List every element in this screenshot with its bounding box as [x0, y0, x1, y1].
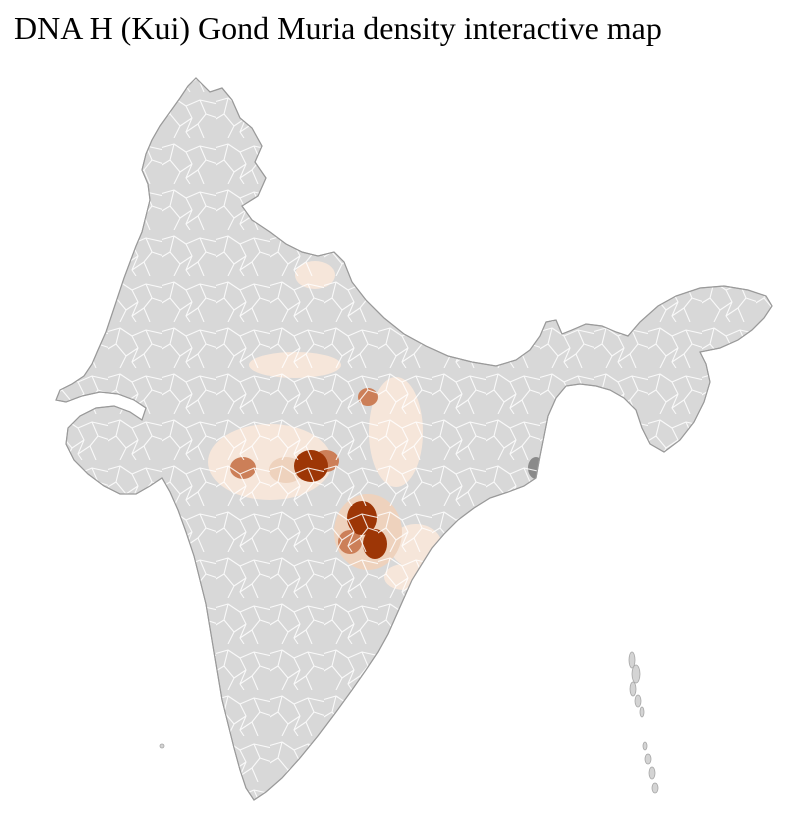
district-region-west-edge-no-data[interactable] [38, 419, 56, 431]
district-region-north-cg-medium[interactable] [358, 388, 378, 406]
district-region-central-mp-dark[interactable] [294, 450, 328, 482]
island-andaman-2[interactable] [631, 664, 641, 684]
district-region-south-odisha-pale[interactable] [384, 564, 424, 590]
island-andaman-3[interactable] [629, 681, 637, 697]
island-nicobar-4[interactable] [651, 782, 659, 794]
island-andaman-5[interactable] [639, 706, 645, 718]
island-nicobar-3[interactable] [648, 766, 656, 780]
district-region-bastar-dark-south[interactable] [363, 529, 387, 559]
island-nicobar-2[interactable] [644, 753, 652, 765]
page-title: DNA H (Kui) Gond Muria density interacti… [14, 10, 662, 46]
district-region-north-mp-pale-band[interactable] [249, 352, 341, 378]
island-lakshadweep[interactable] [159, 743, 165, 749]
district-region-west-mp-medium[interactable] [230, 457, 256, 479]
district-region-north-up-pale[interactable] [295, 261, 335, 289]
island-nicobar-1[interactable] [642, 741, 648, 751]
islands-layer [159, 651, 659, 794]
island-andaman-1[interactable] [628, 651, 636, 669]
island-andaman-4[interactable] [634, 694, 642, 708]
district-region-kolkata-no-data[interactable] [528, 457, 544, 479]
